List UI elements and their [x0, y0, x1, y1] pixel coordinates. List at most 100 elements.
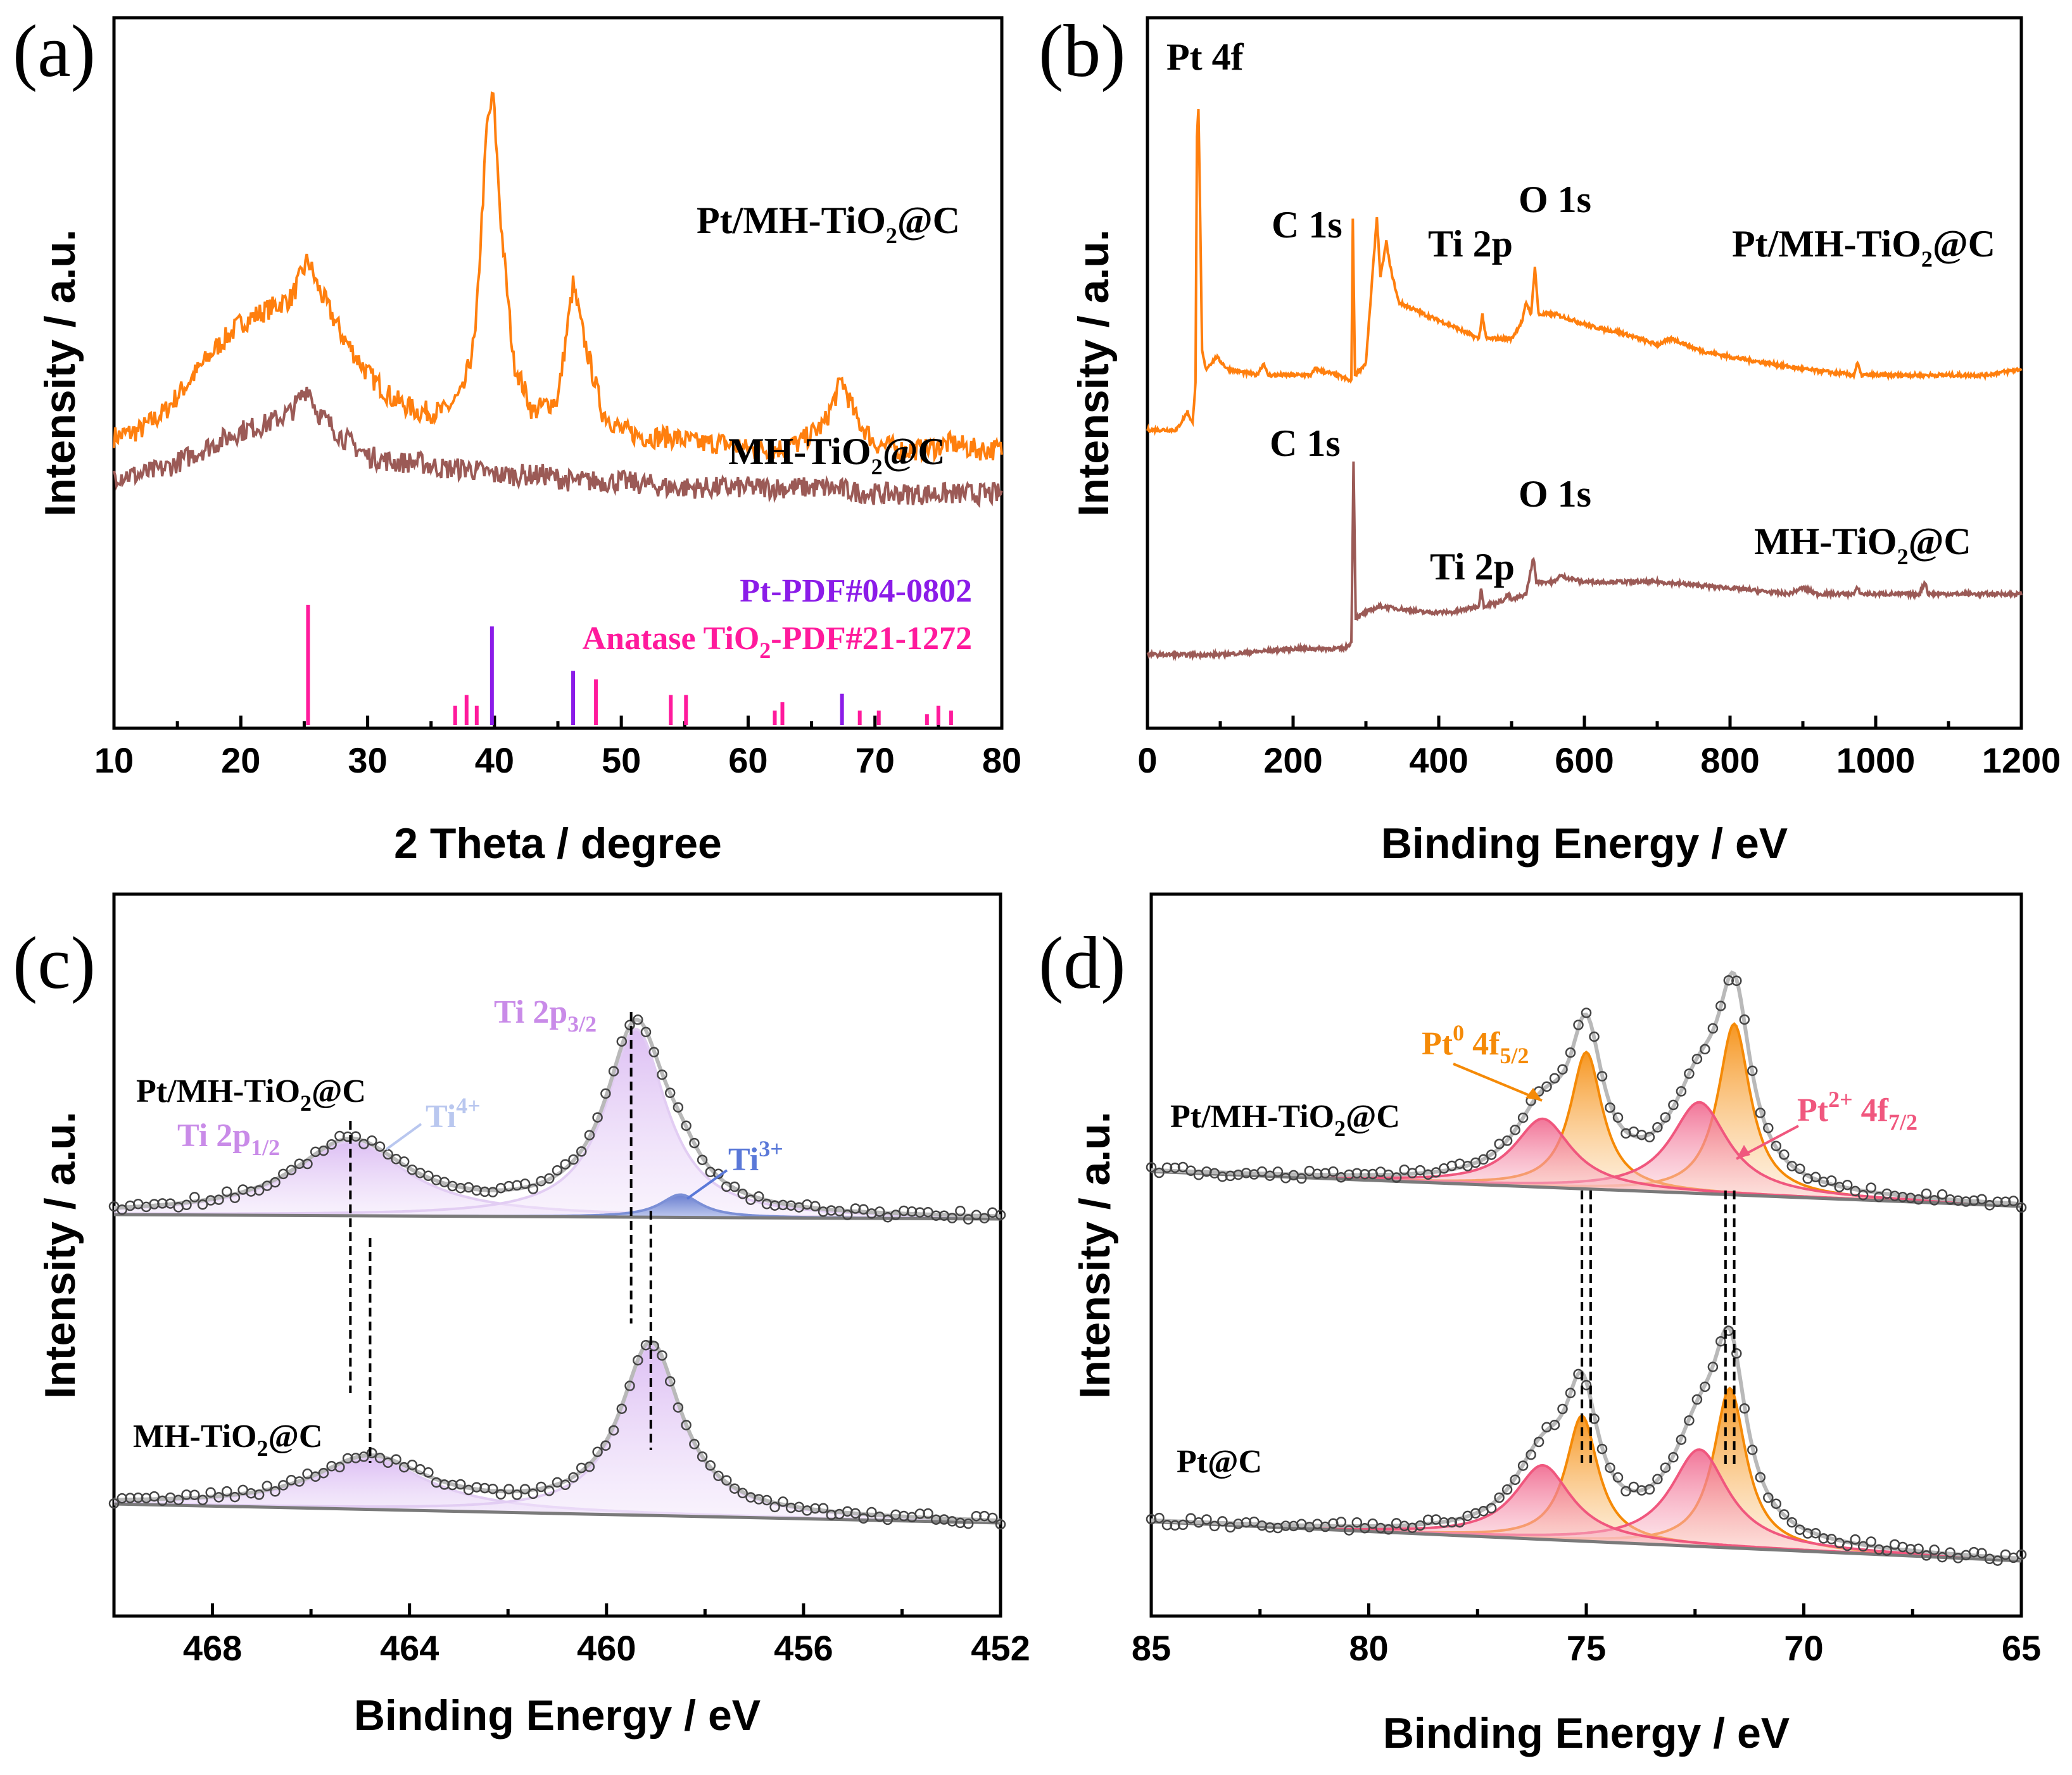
label-tail: -PDF#21-1272 [771, 621, 972, 657]
panel-c-data-point [818, 1503, 829, 1514]
panel-d-data-point [1320, 1168, 1331, 1179]
panel-c-data-point [987, 1207, 998, 1218]
panel-b-anno-o1s-top: O 1s [1519, 179, 1591, 220]
panel-c-data-point [576, 1462, 587, 1474]
panel-d-data-point [1596, 1071, 1608, 1082]
panel-d-data-point [1399, 1164, 1410, 1175]
panel-c-frame [112, 892, 1002, 1618]
panel-c-data-point [221, 1486, 232, 1497]
panel-d-data-point [1541, 1081, 1552, 1092]
panel-c-data-point [899, 1205, 909, 1216]
panel-d-data-point [1715, 1001, 1726, 1011]
panel-c-data-point [963, 1214, 974, 1225]
panel-c-data-point [866, 1507, 877, 1518]
panel-b-xlabel: Binding Energy / eV [1381, 819, 1788, 868]
panel-d-data-point [1170, 1520, 1180, 1531]
panel-d-data-point [1952, 1195, 1964, 1206]
panel-d-data-point [1763, 1492, 1774, 1503]
panel-c-data-point [229, 1192, 241, 1203]
panel-d-data-point [1913, 1543, 1924, 1555]
panel-d-data-point [1857, 1541, 1869, 1552]
panel-d-data-point [1146, 1161, 1157, 1173]
panel-c-data-point [512, 1489, 522, 1500]
panel-d-data-point [2000, 1196, 2011, 1208]
panel-d-data-point [1249, 1516, 1260, 1527]
panel-d-data-point [1146, 1513, 1157, 1525]
panel-d-data-point [1517, 1460, 1529, 1471]
panel-d-data-point [1644, 1484, 1655, 1495]
panel-a-series-line-mh [113, 386, 1003, 508]
panel-c-data-point [681, 1120, 692, 1131]
panel-d-data-point [1771, 1498, 1782, 1509]
panel-d-data-point [1747, 1065, 1758, 1077]
panel-d-data-point [1526, 1450, 1536, 1460]
panel-c-data-point [132, 1492, 144, 1503]
panel-a: (a) 10 20 30 40 50 60 70 80 2 Theta / degree In… [13, 9, 1021, 868]
panel-d-data-point [1265, 1170, 1275, 1181]
panel-c-data-point [673, 1102, 684, 1113]
panel-c-data-point [108, 1201, 120, 1212]
panel-c-tick-label: 460 [577, 1628, 636, 1668]
label-sub: 2 [759, 638, 771, 663]
panel-c-label-ti2p32: Ti 2p3/2 [494, 994, 597, 1037]
panel-a-tick-label: 60 [728, 740, 768, 780]
panel-a-xticks: 10 20 30 40 50 60 70 80 [94, 716, 1021, 780]
panel-c-data-point [262, 1481, 273, 1491]
panel-d-data-point [1676, 1434, 1687, 1445]
panel-a-letter: (a) [13, 9, 96, 92]
panel-d-data-point [1818, 1177, 1829, 1187]
panel-c-data-point [544, 1486, 555, 1496]
panel-c-data-point [447, 1180, 458, 1192]
panel-d-data-point [1557, 1403, 1568, 1415]
panel-d-data-point [1747, 1444, 1758, 1455]
panel-d-data-point [1344, 1525, 1355, 1536]
panel-d-data-point [1533, 1436, 1545, 1448]
panel-d-tick-label: 65 [2002, 1628, 2041, 1668]
panel-d-data-point [1707, 1023, 1719, 1034]
panel-d-data-point [1652, 1122, 1663, 1133]
panel-a-anatase-pdf-label: Anatase TiO2-PDF#21-1272 [582, 621, 972, 663]
panel-d-data-point [1612, 1472, 1624, 1483]
panel-c-data-point [536, 1481, 546, 1493]
panel-d-label-pt-mh: Pt/MH-TiO2@C [1170, 1099, 1400, 1141]
panel-c-data-point [600, 1440, 611, 1451]
panel-d-data-point [1170, 1162, 1180, 1173]
label-tail: @C [897, 199, 960, 241]
panel-c-data-point [850, 1203, 861, 1214]
panel-d-data-point [1154, 1167, 1165, 1178]
panel-d-data-point [1984, 1553, 1995, 1565]
panel-d-data-point [1161, 1520, 1173, 1531]
panel-d-label-pt2: Pt2+ 4f7/2 [1797, 1087, 1917, 1135]
panel-b-xticks: 0 200 400 600 800 1000 1200 [1137, 716, 2061, 780]
panel-c-data-point [592, 1112, 603, 1123]
panel-d-data-point [1272, 1522, 1284, 1534]
panel-d-data-point [1850, 1534, 1860, 1545]
panel-c-data-point [689, 1439, 700, 1450]
panel-d-tick-label: 80 [1349, 1628, 1388, 1668]
panel-a-tick-label: 20 [221, 740, 260, 780]
panel-c-data-point [745, 1194, 756, 1205]
panel-d-data-point [1360, 1523, 1370, 1534]
panel-c-data-point [415, 1464, 426, 1475]
panel-d-xticks: 85 80 75 70 65 [1132, 1603, 2041, 1668]
panel-d-data-point [1193, 1170, 1204, 1180]
panel-d-data-point [1288, 1520, 1299, 1532]
panel-c-data-point [552, 1165, 563, 1176]
panel-c-data-point [463, 1484, 474, 1496]
panel-c-data-point [616, 1403, 628, 1414]
panel-c-label-ti2p12: Ti 2p1/2 [177, 1118, 280, 1160]
panel-c-ti3-arrow [686, 1169, 728, 1200]
panel-d-data-point [1715, 1336, 1726, 1347]
panel-c-data-point [842, 1210, 853, 1220]
panel-d-data-point [1763, 1123, 1774, 1134]
panel-d-tick-label: 70 [1784, 1628, 1823, 1668]
panel-d-data-point [1367, 1518, 1378, 1529]
panel-c-label-ti3: Ti3+ [728, 1136, 783, 1178]
panel-c-data-point [938, 1210, 950, 1221]
panel-d-tick-label: 75 [1567, 1628, 1606, 1668]
panel-d-series [1146, 970, 2027, 1566]
panel-d-baseline [1151, 1520, 2022, 1563]
panel-d-data-point [1731, 1348, 1742, 1359]
panel-d-data-point [1565, 1047, 1576, 1058]
